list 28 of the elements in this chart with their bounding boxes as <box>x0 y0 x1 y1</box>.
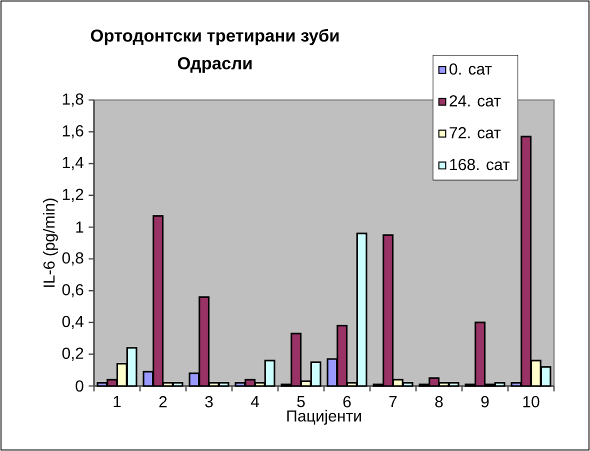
y-tick-label: 1,2 <box>62 188 84 202</box>
x-axis-title: Пацијенти <box>287 410 361 425</box>
y-tick-label: 0,4 <box>62 316 84 330</box>
y-tick-label: 0 <box>76 380 84 392</box>
x-tick-label: 9 <box>481 396 489 408</box>
chart-title: Ортодонтски третирани зуби <box>90 28 339 46</box>
legend-label: 168. сат <box>450 158 510 170</box>
legend-label: 24. сат <box>450 95 501 107</box>
x-tick-label: 4 <box>250 396 259 408</box>
y-tick-label: 1 <box>76 222 84 233</box>
x-tick-label: 2 <box>159 396 167 408</box>
y-tick-label: 1,6 <box>62 125 84 138</box>
y-tick-label: 0,6 <box>62 284 84 298</box>
y-tick-label: 0,2 <box>62 348 84 361</box>
x-tick-label: 3 <box>205 396 213 408</box>
y-tick-label: 1,4 <box>62 157 84 170</box>
x-tick-label: 8 <box>435 396 443 408</box>
y-axis-title: IL-6 (pg/min) <box>42 198 58 287</box>
legend-label: 72. сат <box>450 127 501 138</box>
x-tick-label: 6 <box>343 396 351 408</box>
x-tick-label: 1 <box>114 396 121 408</box>
chart-subtitle: Одрасли <box>178 57 252 73</box>
y-tick-label: 1,8 <box>62 93 84 107</box>
legend-label: 0. сат <box>450 63 492 75</box>
x-tick-label: 7 <box>389 396 397 408</box>
y-tick-label: 0,8 <box>62 252 84 266</box>
x-tick-label: 10 <box>523 396 540 408</box>
x-tick-label: 5 <box>297 396 305 408</box>
